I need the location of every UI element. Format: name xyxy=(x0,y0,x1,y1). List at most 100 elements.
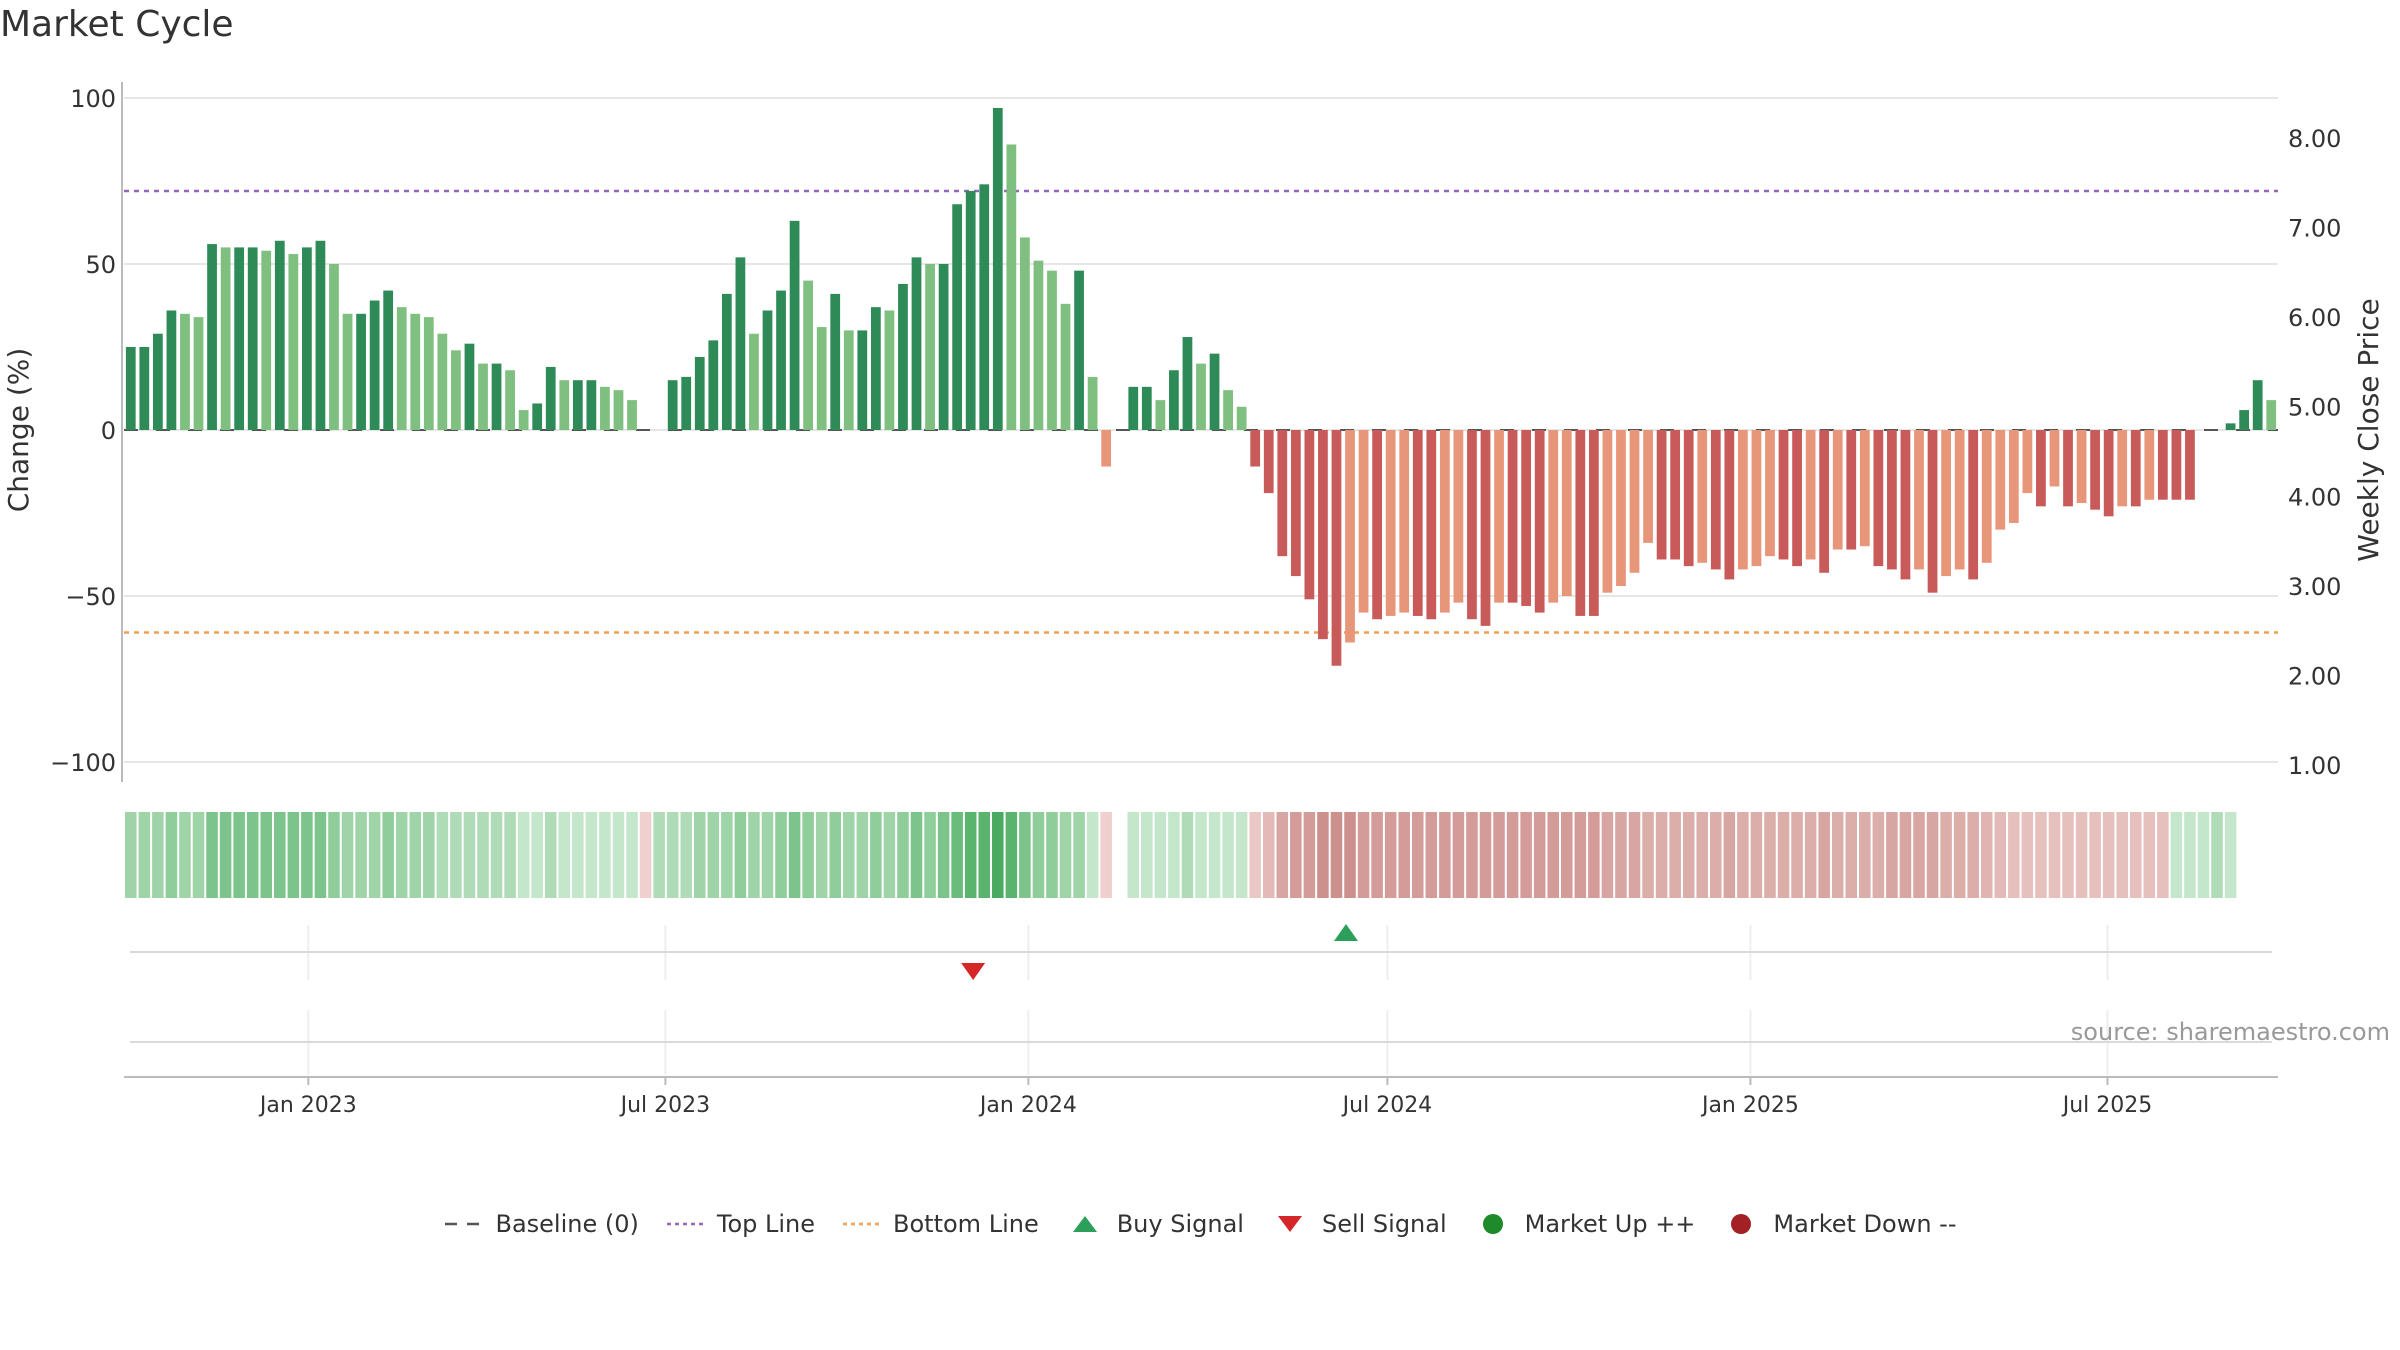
legend-item: Baseline (0) xyxy=(443,1210,639,1238)
bar xyxy=(478,363,488,430)
strength-cell xyxy=(924,812,936,898)
strength-cell xyxy=(1506,812,1519,898)
legend-label: Bottom Line xyxy=(893,1210,1039,1238)
bar xyxy=(1778,430,1789,560)
strength-cell xyxy=(1886,812,1898,898)
bar xyxy=(884,310,895,430)
bar xyxy=(2266,400,2277,430)
bar xyxy=(396,307,407,430)
bar xyxy=(274,240,285,430)
strength-cell xyxy=(1168,812,1180,898)
bar xyxy=(1223,390,1233,430)
strength-cell xyxy=(219,812,232,898)
strength-cell xyxy=(1710,812,1722,898)
strength-cell xyxy=(544,812,557,898)
bar xyxy=(1399,430,1410,613)
y-tick-label-right: 8.00 xyxy=(2288,125,2341,153)
strength-cell xyxy=(2075,812,2088,898)
strength-cell xyxy=(2211,812,2223,898)
strength-cell xyxy=(585,812,598,898)
strength-cell xyxy=(233,812,245,898)
strength-cell xyxy=(1520,812,1532,898)
bar xyxy=(1006,144,1017,431)
bar xyxy=(979,184,990,430)
sell-signal-marker xyxy=(961,963,986,980)
strength-cell xyxy=(1818,812,1830,898)
bar xyxy=(1033,260,1044,430)
strength-cell xyxy=(1235,812,1248,898)
bar xyxy=(315,240,326,430)
dotted-line-icon xyxy=(843,1222,880,1226)
bar xyxy=(288,254,299,430)
strength-cell xyxy=(1046,812,1058,898)
bar xyxy=(1710,430,1721,570)
bar xyxy=(1561,430,1572,596)
bar xyxy=(2130,430,2141,507)
legend-item: Sell Signal xyxy=(1270,1210,1447,1238)
strength-cell xyxy=(192,812,205,898)
x-tick-label: Jul 2023 xyxy=(619,1093,711,1118)
strength-cell xyxy=(1113,812,1126,898)
strength-cell xyxy=(964,812,977,898)
strength-cell xyxy=(1086,812,1099,898)
bar xyxy=(1683,430,1694,567)
strength-cell xyxy=(1655,812,1668,898)
strength-cell xyxy=(1181,812,1194,898)
strength-cell xyxy=(490,812,503,898)
strength-cell xyxy=(829,812,841,898)
bar xyxy=(220,247,231,430)
strength-cell xyxy=(138,812,151,898)
bar xyxy=(152,333,163,430)
strength-cell xyxy=(2157,812,2169,898)
bar xyxy=(1575,430,1586,616)
bar xyxy=(1981,430,1992,563)
strength-cell xyxy=(1317,812,1329,898)
strength-cell xyxy=(761,812,774,898)
bar xyxy=(667,380,678,430)
bar xyxy=(1480,430,1491,626)
bar xyxy=(2252,380,2263,430)
strength-cell xyxy=(152,812,164,898)
strength-cell xyxy=(1195,812,1207,898)
strength-cell xyxy=(450,812,462,898)
bar xyxy=(166,310,177,430)
bar xyxy=(423,317,434,430)
bar xyxy=(952,204,963,430)
bar xyxy=(1629,430,1640,573)
bar xyxy=(1873,430,1884,567)
strength-cell xyxy=(2224,812,2237,898)
bar xyxy=(329,264,339,430)
strength-cell xyxy=(504,812,516,898)
strength-cell xyxy=(802,812,814,898)
legend-item: Bottom Line xyxy=(841,1210,1039,1238)
strength-cell xyxy=(653,812,665,898)
bar xyxy=(1345,430,1355,643)
y-tick-label-left: −100 xyxy=(50,749,116,777)
bar xyxy=(2063,430,2073,507)
bar xyxy=(2117,430,2128,507)
strength-cell xyxy=(1777,812,1790,898)
bar xyxy=(1534,430,1545,613)
strength-cell xyxy=(1764,812,1776,898)
strength-cell xyxy=(2062,812,2074,898)
strength-cell xyxy=(599,812,611,898)
strength-cell xyxy=(1344,812,1356,898)
bar xyxy=(1507,430,1518,603)
dotted-line-icon xyxy=(666,1222,703,1226)
bar xyxy=(1169,370,1179,430)
strength-cell xyxy=(287,812,300,898)
bar xyxy=(545,366,556,430)
bar xyxy=(1656,430,1667,560)
bar xyxy=(1670,430,1681,560)
strength-cell xyxy=(368,812,381,898)
bar xyxy=(1724,430,1735,580)
strength-cell xyxy=(165,812,178,898)
legend-label: Market Down -- xyxy=(1773,1210,1957,1238)
strength-cell xyxy=(1628,812,1641,898)
bar xyxy=(1277,430,1288,557)
bar xyxy=(2171,430,2182,500)
strength-cell xyxy=(815,812,828,898)
strength-cell xyxy=(274,812,286,898)
bar xyxy=(1426,430,1437,620)
strength-cell xyxy=(1452,812,1465,898)
